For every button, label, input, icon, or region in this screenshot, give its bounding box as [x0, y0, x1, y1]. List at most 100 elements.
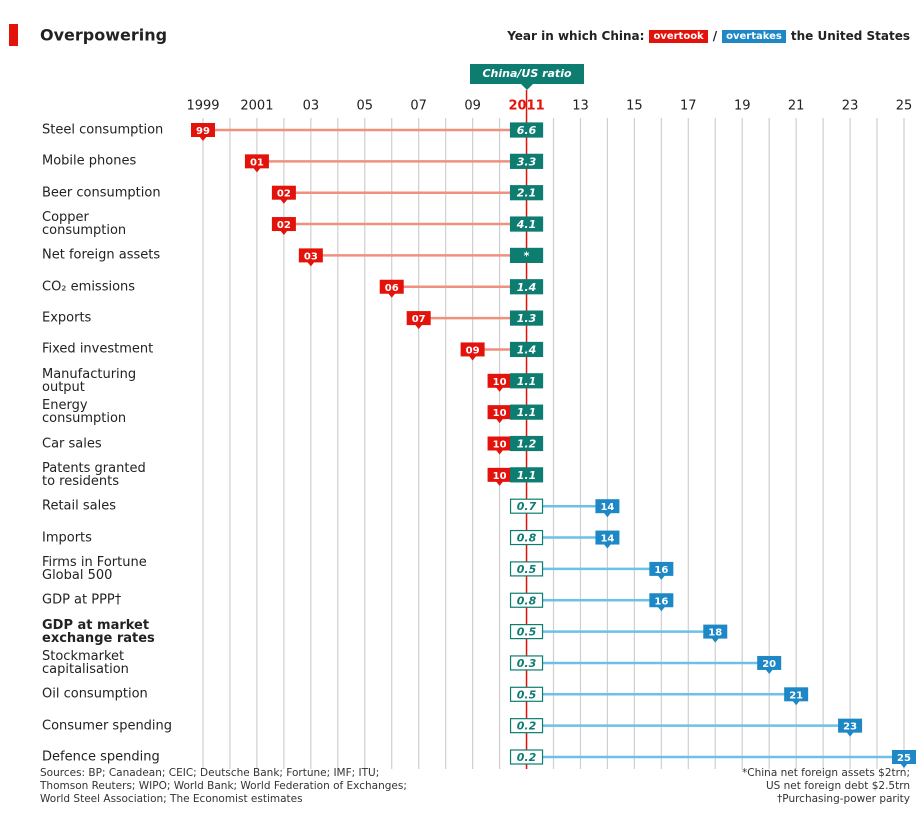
ratio-label: 0.2: [517, 751, 537, 764]
ratio-label: *: [524, 249, 530, 262]
legend-entry: overtook: [649, 29, 708, 43]
category-label: Firms in Fortune Global 500: [42, 554, 147, 583]
category-label: Car sales: [42, 436, 102, 451]
x-tick-label: 21: [788, 99, 805, 114]
chart-title: Overpowering: [40, 26, 167, 45]
category-label: Oil consumption: [42, 686, 148, 702]
category-label: Fixed investment: [42, 341, 154, 357]
marker-pointer: [603, 543, 612, 549]
marker-pointer: [279, 230, 288, 236]
marker-pointer: [495, 480, 504, 486]
value-label: 20: [762, 659, 776, 670]
marker: [487, 373, 512, 388]
category-label: Beer consumption: [42, 185, 161, 201]
sources: Sources: BP; Canadean; CEIC; Deutsche Ba…: [40, 767, 407, 805]
value-label: 09: [466, 345, 480, 356]
value-label: 99: [196, 126, 210, 137]
marker-pointer: [306, 261, 315, 267]
value-label: 14: [600, 534, 614, 545]
marker: [595, 499, 620, 514]
x-tick-label: 17: [680, 99, 697, 114]
value-label: 25: [897, 753, 911, 764]
ratio-box: [509, 153, 544, 169]
ratio-label: 1.4: [517, 281, 537, 294]
category-label: Patents granted to residents: [42, 460, 146, 489]
marker-pointer: [495, 386, 504, 392]
x-tick-label: 03: [303, 99, 320, 114]
marker-pointer: [279, 198, 288, 204]
marker-pointer: [657, 606, 666, 612]
marker-pointer: [387, 292, 396, 298]
category-label: Stockmarket capitalisation: [42, 648, 129, 677]
category-label: Steel consumption: [42, 122, 164, 138]
ratio-box: [509, 404, 544, 420]
ratio-box: [509, 279, 544, 295]
marker: [191, 123, 215, 137]
category-label: GDP at market exchange rates: [42, 617, 155, 646]
value-label: 10: [493, 408, 507, 419]
category-label: Defence spending: [42, 749, 160, 765]
ratio-label: 6.6: [517, 124, 537, 137]
marker: [487, 467, 512, 482]
ratio-box: [509, 185, 544, 201]
category-label: Exports: [42, 310, 92, 326]
x-tick-label: 25: [896, 99, 913, 114]
marker: [649, 593, 674, 608]
ratio-label: 0.3: [517, 657, 537, 670]
legend: Year in which China: overtook / overtake…: [507, 29, 910, 43]
marker-pointer: [199, 136, 207, 141]
marker-pointer: [603, 512, 612, 518]
ratio-label: 0.7: [517, 500, 537, 513]
value-label: 01: [250, 157, 264, 168]
ratio-label: 0.5: [517, 563, 537, 576]
x-tick-label: 15: [626, 99, 643, 114]
ratio-label: 0.5: [517, 688, 537, 701]
ratio-label: 1.1: [517, 406, 537, 419]
category-label: Mobile phones: [42, 153, 137, 169]
ratio-header: China/US ratio: [482, 67, 572, 80]
marker-pointer: [414, 324, 423, 330]
x-tick-label: 13: [572, 99, 589, 114]
marker: [838, 718, 863, 733]
ratio-label: 3.3: [517, 155, 537, 168]
marker: [271, 185, 296, 200]
x-tick-label: 19: [734, 99, 751, 114]
ratio-label: 1.1: [517, 469, 537, 482]
ratio-box: [509, 247, 544, 263]
marker: [784, 687, 809, 702]
value-label: 18: [708, 628, 722, 639]
marker: [460, 342, 485, 357]
x-tick-label: 09: [464, 99, 481, 114]
category-label: GDP at PPP†: [42, 592, 122, 608]
category-label: Consumer spending: [42, 718, 173, 734]
subtitle-end: the United States: [790, 29, 910, 43]
ratio-label: 0.8: [517, 594, 537, 607]
marker-pointer: [252, 167, 261, 173]
marker-pointer: [846, 731, 855, 737]
ratio-label: 0.2: [517, 720, 537, 733]
ratio-box: [509, 373, 544, 389]
ratio-box: [509, 216, 544, 232]
subtitle: Year in which China:: [507, 29, 645, 43]
value-label: 02: [277, 189, 291, 200]
ratio-box: [509, 467, 544, 483]
value-label: 10: [493, 440, 507, 451]
value-label: 14: [600, 502, 614, 513]
legend-separator: /: [712, 29, 718, 43]
ratio-box: [509, 655, 544, 671]
value-label: 21: [789, 690, 803, 701]
marker-pointer: [495, 449, 504, 455]
category-label: CO₂ emissions: [42, 279, 136, 295]
marker: [487, 405, 512, 420]
marker: [298, 248, 323, 263]
ratio-box: [509, 749, 544, 765]
marker-pointer: [900, 763, 908, 768]
ratio-box: [509, 623, 544, 640]
ratio-box: [509, 498, 544, 514]
ratio-label: 1.1: [517, 375, 537, 388]
value-label: 23: [843, 722, 857, 733]
ratio-box: [509, 310, 544, 326]
marker: [892, 750, 916, 764]
x-tick-label: 05: [356, 99, 373, 114]
